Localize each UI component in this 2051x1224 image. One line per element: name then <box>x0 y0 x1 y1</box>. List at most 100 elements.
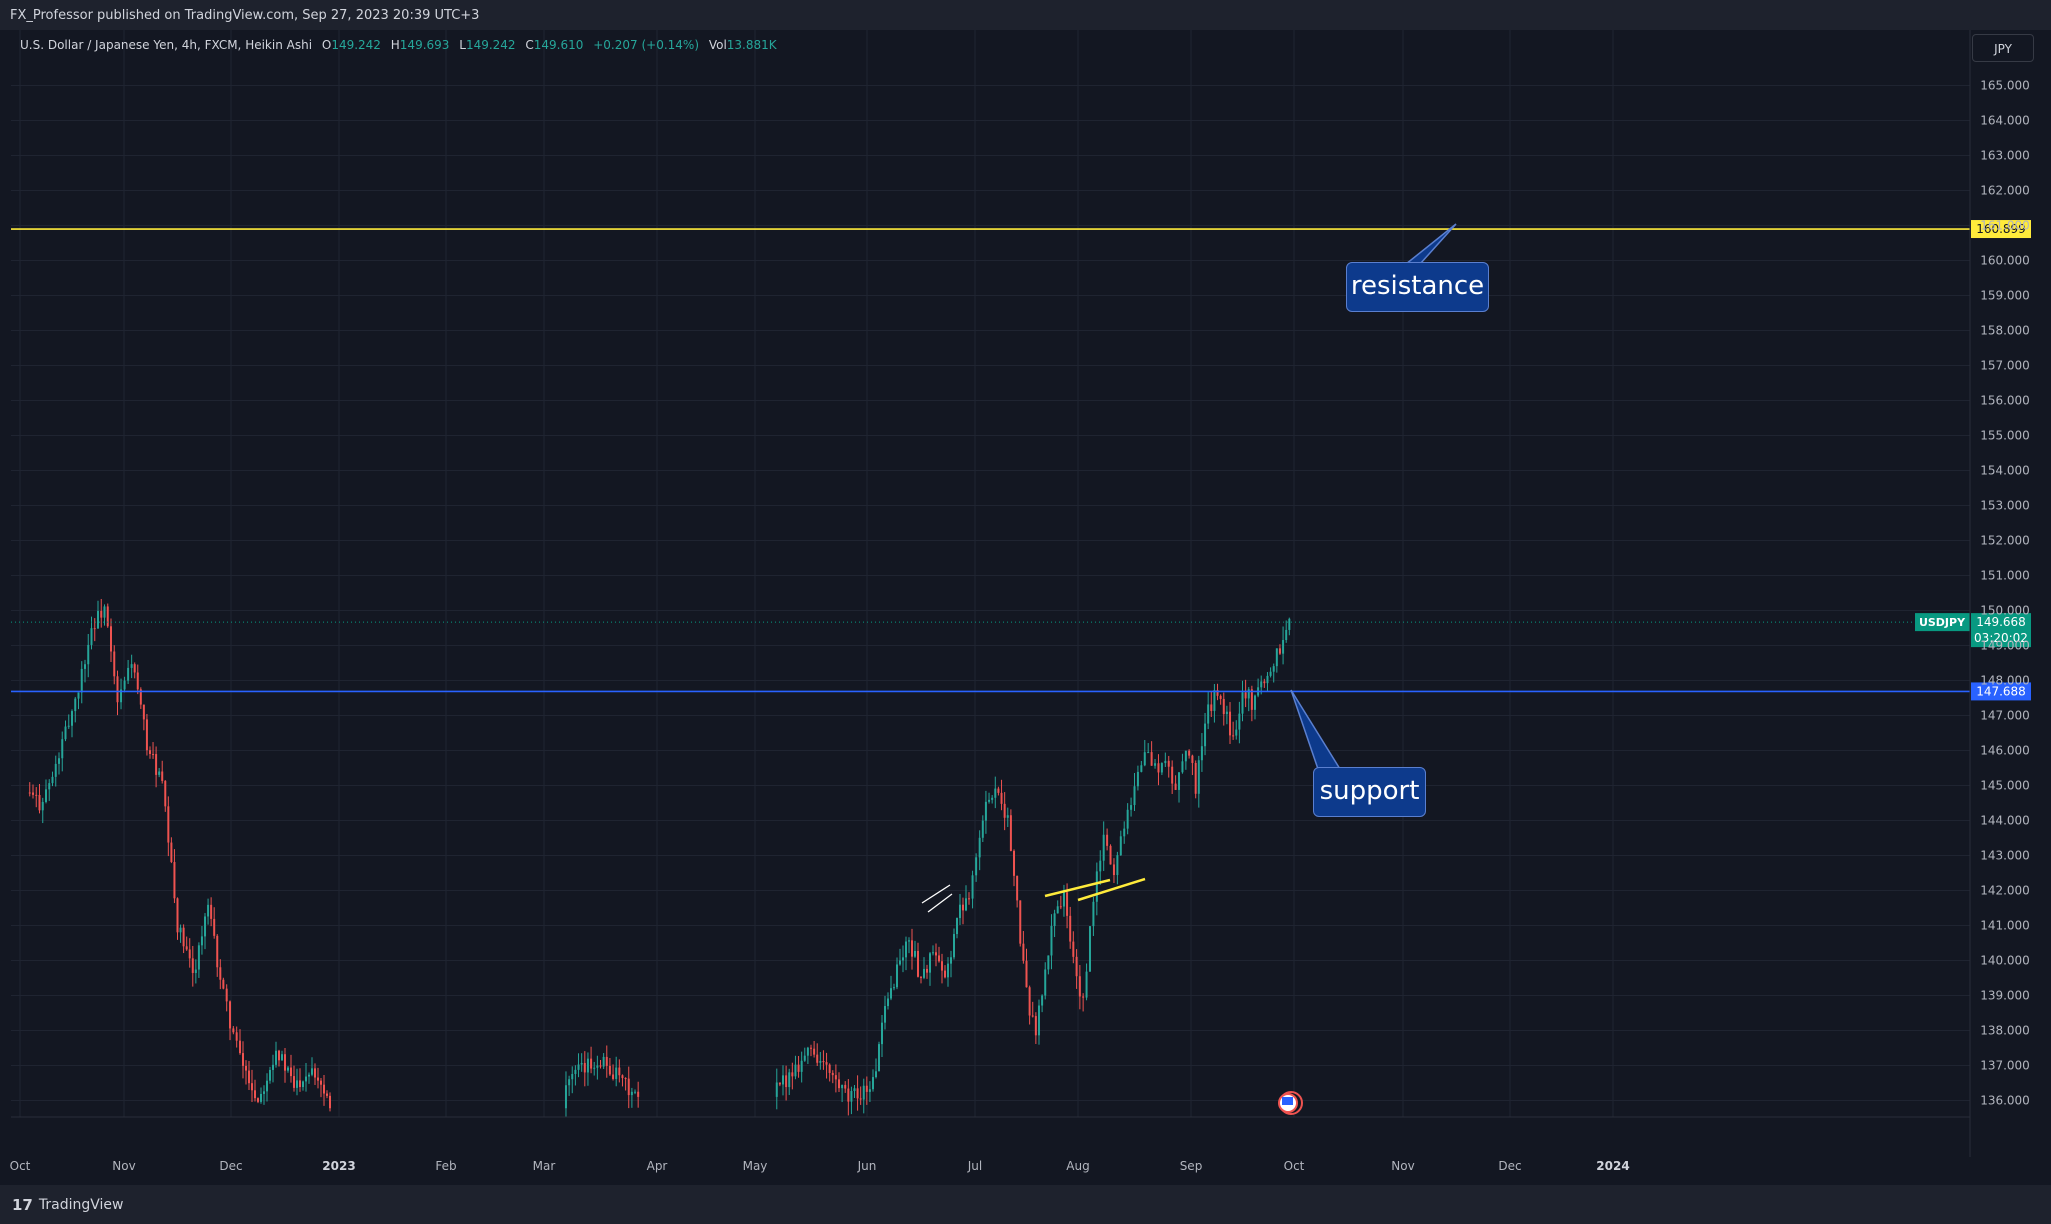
candle-body <box>194 969 197 973</box>
footer-bar <box>0 1185 2051 1224</box>
candle-body <box>932 952 934 954</box>
y-tick-label: 161.000 <box>1980 219 2030 233</box>
candle-body <box>1147 752 1150 754</box>
candle-body <box>1119 836 1122 856</box>
candle-body <box>612 1074 615 1079</box>
candle-body <box>965 898 967 911</box>
candle-body <box>1282 640 1285 654</box>
candle-body <box>323 1084 325 1094</box>
y-tick-label: 150.000 <box>1980 604 2030 618</box>
candle-body <box>90 628 93 645</box>
x-tick-label: Oct <box>1284 1159 1305 1173</box>
candle-body <box>254 1090 256 1099</box>
candle-body <box>1272 666 1275 672</box>
candle-body <box>1244 692 1247 699</box>
candle-body <box>1066 892 1069 916</box>
candle-body <box>1266 675 1269 684</box>
candle-body <box>35 794 38 796</box>
trendline-drawing <box>1077 877 1146 902</box>
candle-body <box>305 1076 307 1082</box>
y-tick-label: 151.000 <box>1980 569 2030 583</box>
candle-body <box>1232 735 1235 737</box>
x-tick-label: Jul <box>967 1159 982 1173</box>
low-value: 149.242 <box>465 38 516 52</box>
candle-body <box>971 875 974 899</box>
candle-body <box>182 927 185 947</box>
candle-body <box>84 664 86 669</box>
candle-body <box>1207 704 1210 724</box>
flag-canton <box>1282 1097 1293 1105</box>
candle-body <box>145 719 148 751</box>
y-tick-label: 153.000 <box>1980 499 2030 513</box>
candle-body <box>302 1081 304 1088</box>
candle-body <box>618 1067 621 1076</box>
candle-body <box>1003 803 1006 818</box>
x-tick-label: Oct <box>10 1159 31 1173</box>
currency-button[interactable]: JPY <box>1972 34 2034 62</box>
candle-body <box>139 689 142 705</box>
candle-body <box>583 1062 586 1073</box>
candle-body <box>329 1095 331 1109</box>
candle-body <box>905 941 907 958</box>
candle-body <box>77 692 80 699</box>
candle-body <box>71 711 73 726</box>
candle-body <box>571 1073 574 1080</box>
support-callout[interactable]: support <box>1313 767 1426 817</box>
resistance-callout[interactable]: resistance <box>1346 262 1489 312</box>
candle-body <box>1062 892 1065 907</box>
candle-body <box>637 1091 640 1097</box>
y-tick-label: 145.000 <box>1980 779 2030 793</box>
candle-body <box>962 904 964 911</box>
candle-body <box>1247 689 1250 699</box>
candle-body <box>825 1062 828 1065</box>
y-tick-label: 158.000 <box>1980 324 2030 338</box>
candle-body <box>278 1050 280 1061</box>
candle-body <box>624 1078 627 1080</box>
candle-body <box>1140 765 1143 772</box>
candle-body <box>929 953 931 973</box>
y-tick-label: 146.000 <box>1980 744 2030 758</box>
tradingview-brand[interactable]: 17 TradingView <box>12 1196 123 1214</box>
candle-body <box>67 725 70 727</box>
candle-body <box>1136 771 1139 787</box>
candle-body <box>775 1082 778 1097</box>
candle-body <box>605 1056 608 1066</box>
candle-body <box>64 726 67 740</box>
candle-body <box>167 806 170 843</box>
candle-body <box>1019 900 1022 944</box>
candle-body <box>1250 689 1253 710</box>
open-value: 149.242 <box>331 38 381 52</box>
candle-body <box>1016 875 1019 901</box>
publish-info: FX_Professor published on TradingView.co… <box>10 8 480 23</box>
candle-body <box>1133 786 1136 806</box>
candle-body <box>61 739 64 759</box>
chart-plot-area[interactable] <box>11 30 1970 1117</box>
candle-body <box>828 1064 831 1073</box>
candle-body <box>299 1080 301 1088</box>
candle-body <box>838 1079 840 1089</box>
symbol-tag <box>1915 613 1970 632</box>
candle-body <box>568 1079 571 1086</box>
candle-body <box>834 1075 837 1080</box>
candle-body <box>1092 901 1095 927</box>
candle-body <box>152 753 155 755</box>
candle-body <box>806 1047 809 1056</box>
candle-body <box>911 940 913 957</box>
candle-body <box>822 1061 825 1063</box>
candle-body <box>296 1080 298 1088</box>
candle-body <box>968 898 970 900</box>
candle-body <box>608 1065 611 1075</box>
candle-body <box>287 1067 289 1071</box>
candle-body <box>947 963 949 978</box>
candle-body <box>222 979 225 989</box>
candle-body <box>123 680 126 690</box>
candle-body <box>188 949 191 959</box>
x-tick-label: May <box>743 1159 768 1173</box>
symbol-legend: U.S. Dollar / Japanese Yen, 4h, FXCM, He… <box>20 38 777 52</box>
candle-body <box>1191 755 1194 763</box>
last-price-label: 149.668 <box>1976 615 2026 629</box>
candle-body <box>1112 864 1115 876</box>
candle-body <box>847 1088 850 1102</box>
candle-body <box>580 1062 583 1065</box>
candle-body <box>1044 969 1047 996</box>
